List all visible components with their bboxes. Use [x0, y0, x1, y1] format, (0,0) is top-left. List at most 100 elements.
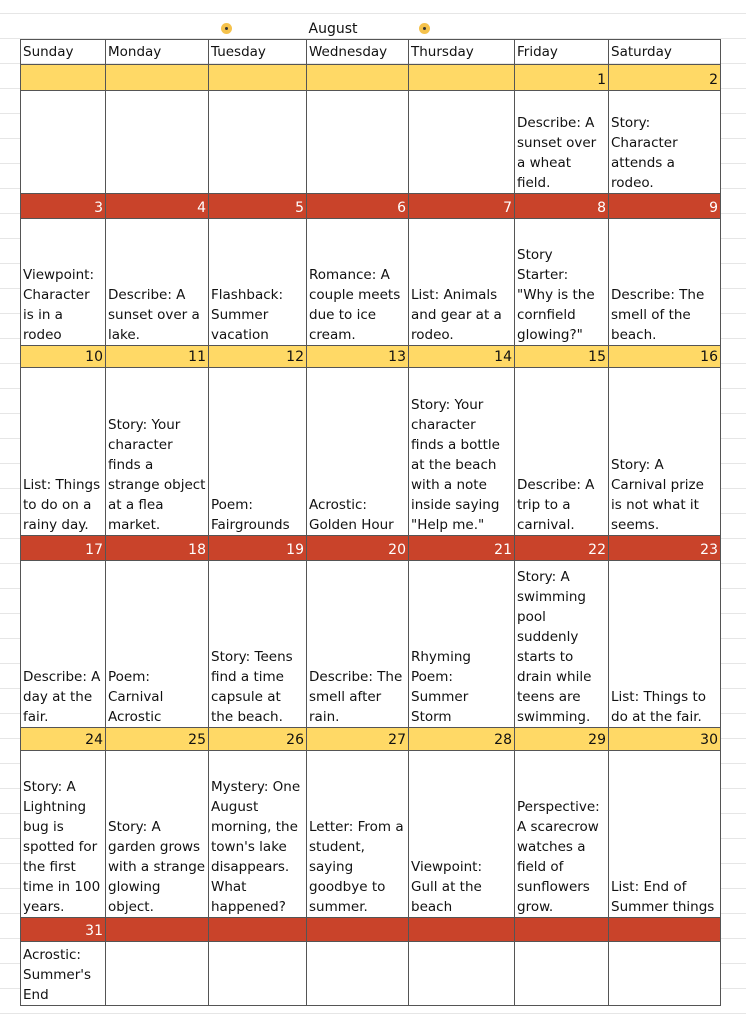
date-number-cell[interactable]: 1	[514, 64, 609, 91]
date-number-cell[interactable]: 5	[208, 193, 307, 219]
date-number-cell[interactable]	[514, 917, 609, 942]
date-number-cell[interactable]: 15	[514, 345, 609, 368]
prompt-cell[interactable]: Poem: Fairgrounds	[208, 367, 307, 536]
date-number-cell[interactable]	[306, 917, 409, 942]
prompt-cell[interactable]	[608, 941, 721, 1006]
weekday-monday[interactable]: Monday	[105, 39, 209, 65]
calendar-table: August Sunday Monday Tuesday Wednesday Thurs…	[20, 13, 721, 1006]
prompt-cell[interactable]: Viewpoint: Gull at the beach	[408, 750, 515, 918]
prompt-cell[interactable]: Story: Your character finds a bottle at …	[408, 367, 515, 536]
prompt-cell[interactable]: Story: A garden grows with a strange glo…	[105, 750, 209, 918]
date-number-cell[interactable]: 18	[105, 535, 209, 561]
prompt-cell[interactable]	[208, 941, 307, 1006]
prompt-cell[interactable]: Viewpoint: Character is in a rodeo	[20, 218, 106, 346]
date-number-cell[interactable]: 17	[20, 535, 106, 561]
prompt-cell[interactable]: Story: A swimming pool suddenly starts t…	[514, 560, 609, 728]
date-number-cell[interactable]: 12	[208, 345, 307, 368]
date-number-cell[interactable]: 21	[408, 535, 515, 561]
prompt-cell[interactable]: Describe: The smell of the beach.	[608, 218, 721, 346]
prompt-cell[interactable]: Describe: A trip to a carnival.	[514, 367, 609, 536]
date-number-cell[interactable]: 10	[20, 345, 106, 368]
prompt-cell[interactable]	[105, 941, 209, 1006]
date-number-cell[interactable]: 24	[20, 727, 106, 751]
date-number-cell[interactable]	[408, 917, 515, 942]
date-number-cell[interactable]: 6	[306, 193, 409, 219]
weekday-sunday[interactable]: Sunday	[20, 39, 106, 65]
prompt-cell[interactable]	[105, 90, 209, 194]
prompt-row: Describe: A day at the fair. Poem: Carniv…	[20, 560, 721, 728]
date-number-cell[interactable]: 7	[408, 193, 515, 219]
prompt-cell[interactable]: Story: Teens find a time capsule at the …	[208, 560, 307, 728]
sun-icon	[220, 23, 232, 34]
weekday-saturday[interactable]: Saturday	[608, 39, 721, 65]
date-number-cell[interactable]: 23	[608, 535, 721, 561]
date-number-cell[interactable]	[20, 64, 106, 91]
prompt-cell[interactable]	[306, 90, 409, 194]
prompt-cell[interactable]: List: Animals and gear at a rodeo.	[408, 218, 515, 346]
date-number-cell[interactable]	[105, 64, 209, 91]
date-number-cell[interactable]: 25	[105, 727, 209, 751]
date-number-cell[interactable]	[608, 917, 721, 942]
prompt-cell[interactable]: Rhyming Poem: Summer Storm	[408, 560, 515, 728]
prompt-cell[interactable]: Describe: A sunset over a wheat field.	[514, 90, 609, 194]
prompt-cell[interactable]	[208, 90, 307, 194]
prompt-cell[interactable]: Romance: A couple meets due to ice cream…	[306, 218, 409, 346]
weekday-header-row: Sunday Monday Tuesday Wednesday Thursday Frid…	[20, 39, 721, 65]
prompt-cell[interactable]: Flashback: Summer vacation	[208, 218, 307, 346]
date-number-cell[interactable]: 8	[514, 193, 609, 219]
prompt-cell[interactable]: Story: Your character finds a strange ob…	[105, 367, 209, 536]
date-number-cell[interactable]: 3	[20, 193, 106, 219]
date-number-cell[interactable]: 28	[408, 727, 515, 751]
prompt-cell[interactable]: Story: Character attends a rodeo.	[608, 90, 721, 194]
date-number-cell[interactable]: 26	[208, 727, 307, 751]
prompt-cell[interactable]: Story: A Lightning bug is spotted for th…	[20, 750, 106, 918]
date-number-cell[interactable]: 2	[608, 64, 721, 91]
date-number-cell[interactable]: 19	[208, 535, 307, 561]
weekday-tuesday[interactable]: Tuesday	[208, 39, 307, 65]
date-number-cell[interactable]: 31	[20, 917, 106, 942]
date-number-cell[interactable]	[105, 917, 209, 942]
prompt-cell[interactable]	[514, 941, 609, 1006]
date-number-cell[interactable]: 9	[608, 193, 721, 219]
prompt-cell[interactable]: List: Things to do on a rainy day.	[20, 367, 106, 536]
prompt-cell[interactable]: Acrostic: Summer's End	[20, 941, 106, 1006]
sun-icon	[418, 23, 430, 34]
prompt-cell[interactable]	[408, 90, 515, 194]
prompt-cell[interactable]: Describe: A day at the fair.	[20, 560, 106, 728]
prompt-cell[interactable]: Perspective: A scarecrow watches a field…	[514, 750, 609, 918]
date-number-cell[interactable]: 13	[306, 345, 409, 368]
prompt-cell[interactable]: List: End of Summer things	[608, 750, 721, 918]
date-number-cell[interactable]: 30	[608, 727, 721, 751]
date-number-row: 10 11 12 13 14 15 16	[20, 345, 721, 368]
prompt-cell[interactable]: Describe: The smell after rain.	[306, 560, 409, 728]
date-number-cell[interactable]	[306, 64, 409, 91]
prompt-cell[interactable]: Story: A Carnival prize is not what it s…	[608, 367, 721, 536]
prompt-cell[interactable]	[20, 90, 106, 194]
prompt-cell[interactable]	[408, 941, 515, 1006]
date-number-cell[interactable]	[208, 917, 307, 942]
date-number-cell[interactable]: 11	[105, 345, 209, 368]
weekday-friday[interactable]: Friday	[514, 39, 609, 65]
date-number-cell[interactable]	[208, 64, 307, 91]
prompt-cell[interactable]: Describe: A sunset over a lake.	[105, 218, 209, 346]
date-number-cell[interactable]: 4	[105, 193, 209, 219]
prompt-cell[interactable]	[306, 941, 409, 1006]
weekday-thursday[interactable]: Thursday	[408, 39, 515, 65]
prompt-cell[interactable]: Acrostic: Golden Hour	[306, 367, 409, 536]
prompt-cell[interactable]: List: Things to do at the fair.	[608, 560, 721, 728]
date-number-cell[interactable]: 20	[306, 535, 409, 561]
date-number-cell[interactable]: 16	[608, 345, 721, 368]
date-number-cell[interactable]: 27	[306, 727, 409, 751]
date-number-cell[interactable]	[408, 64, 515, 91]
date-number-cell[interactable]: 22	[514, 535, 609, 561]
prompt-cell[interactable]: Mystery: One August morning, the town's …	[208, 750, 307, 918]
prompt-cell[interactable]: Letter: From a student, saying goodbye t…	[306, 750, 409, 918]
date-number-row: 24 25 26 27 28 29 30	[20, 727, 721, 751]
weekday-wednesday[interactable]: Wednesday	[306, 39, 409, 65]
prompt-cell[interactable]: Poem: Carnival Acrostic	[105, 560, 209, 728]
prompt-cell[interactable]: Story Starter: "Why is the cornfield glo…	[514, 218, 609, 346]
date-number-cell[interactable]: 14	[408, 345, 515, 368]
date-number-cell[interactable]: 29	[514, 727, 609, 751]
